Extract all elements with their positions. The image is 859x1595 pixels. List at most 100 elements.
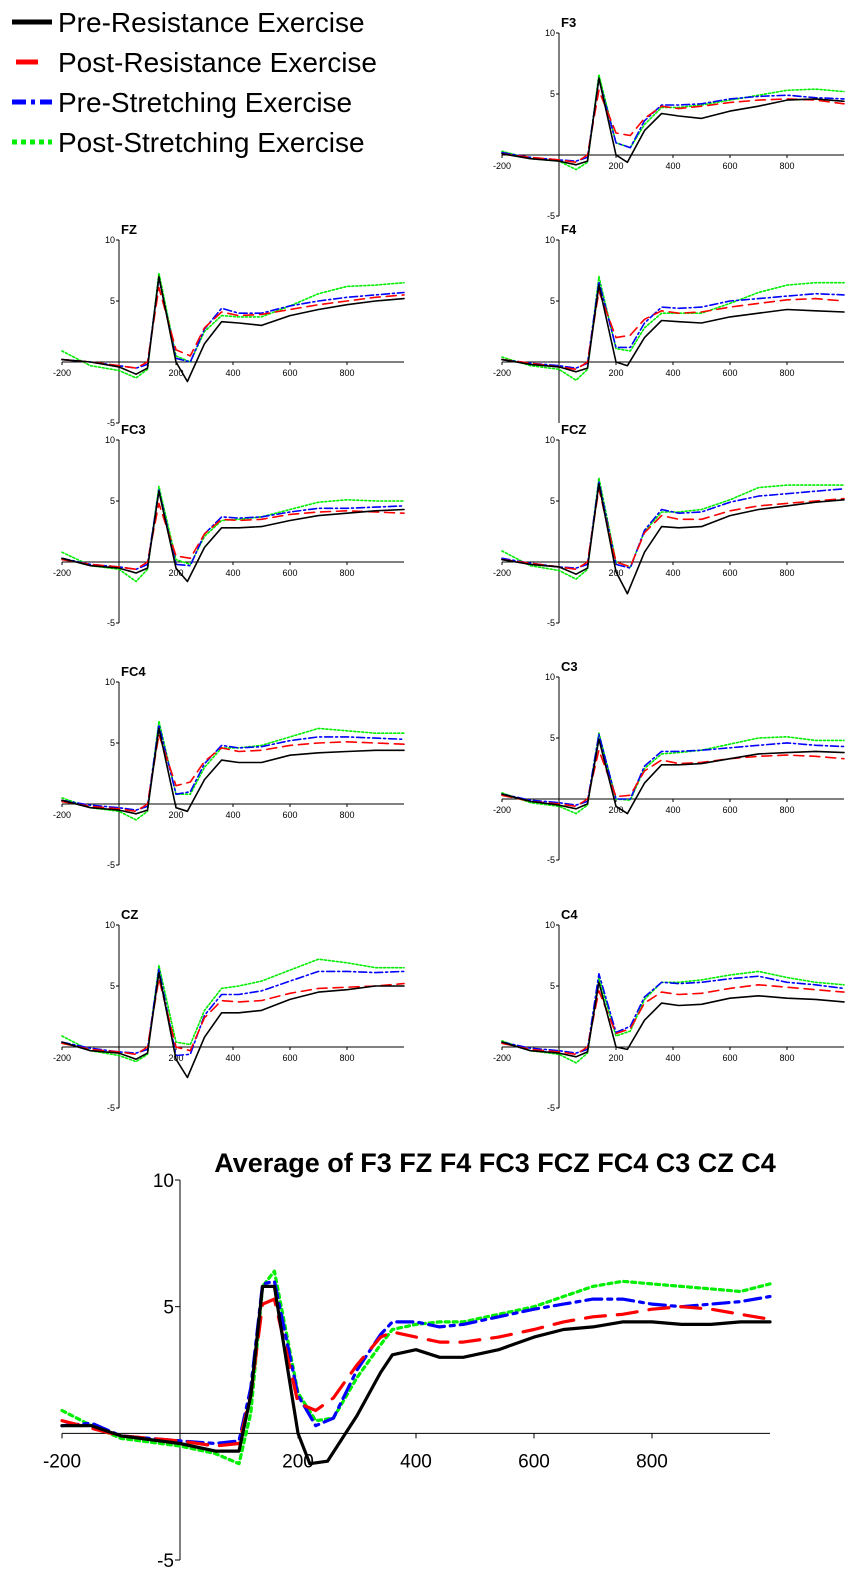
y-tick-label: 10 xyxy=(545,435,555,445)
x-tick-label: 600 xyxy=(722,161,737,171)
series-line-0 xyxy=(61,275,405,383)
legend-label: Post-Stretching Exercise xyxy=(58,127,365,158)
y-tick-label: -5 xyxy=(547,1103,555,1113)
x-tick-label: 400 xyxy=(225,368,240,378)
legend: Pre-Resistance Exercise Post-Resistance E… xyxy=(12,7,377,158)
series-line-3 xyxy=(61,272,405,379)
y-tick-label: 10 xyxy=(545,28,555,38)
x-tick-label: 800 xyxy=(779,1053,794,1063)
y-tick-label: 10 xyxy=(105,677,115,687)
y-tick-label: 5 xyxy=(550,296,555,306)
x-tick-label: -200 xyxy=(493,161,511,171)
panel-title: FC4 xyxy=(121,664,146,679)
series-line-2 xyxy=(501,480,845,569)
series-line-0 xyxy=(61,971,405,1079)
x-tick-label: 200 xyxy=(608,161,623,171)
x-tick-label: 800 xyxy=(779,568,794,578)
y-tick-label: 5 xyxy=(163,1298,174,1319)
panel-title: F4 xyxy=(561,222,577,237)
x-tick-label: -200 xyxy=(53,810,71,820)
panel-title: FC3 xyxy=(121,422,146,437)
x-tick-label: 600 xyxy=(722,368,737,378)
y-tick-label: 5 xyxy=(110,296,115,306)
y-tick-label: 10 xyxy=(545,920,555,930)
y-tick-label: 5 xyxy=(550,89,555,99)
series-line-3 xyxy=(501,732,845,815)
legend-label: Pre-Stretching Exercise xyxy=(58,87,352,118)
y-tick-label: -5 xyxy=(107,1103,115,1113)
panel-title: CZ xyxy=(121,907,138,922)
series-line-1 xyxy=(501,290,845,371)
series-line-1 xyxy=(61,977,405,1056)
series-line-2 xyxy=(501,280,845,369)
series-line-0 xyxy=(501,284,845,373)
series-line-3 xyxy=(501,275,845,382)
erp-panel-f3: -200 200 400 600 800 10 5 -5 F3 xyxy=(493,15,845,221)
y-tick-label: -5 xyxy=(107,618,115,628)
series-line-2 xyxy=(501,733,845,806)
x-tick-label: -200 xyxy=(53,568,71,578)
panel-title: Average of F3 FZ F4 FC3 FCZ FC4 C3 CZ C4 xyxy=(214,1148,776,1178)
panel-title: F3 xyxy=(561,15,576,30)
x-tick-label: 800 xyxy=(339,368,354,378)
series-line-3 xyxy=(60,1269,772,1466)
y-tick-label: 10 xyxy=(105,920,115,930)
series-line-3 xyxy=(501,970,845,1064)
x-tick-label: 600 xyxy=(282,1053,297,1063)
x-tick-label: 600 xyxy=(282,368,297,378)
legend-item: Post-Stretching Exercise xyxy=(12,127,365,158)
series-line-2 xyxy=(60,1279,772,1446)
x-tick-label: 800 xyxy=(636,1451,668,1472)
y-tick-label: 10 xyxy=(105,435,115,445)
x-tick-label: 400 xyxy=(225,568,240,578)
x-tick-label: 400 xyxy=(225,810,240,820)
x-tick-label: 800 xyxy=(339,568,354,578)
series-line-1 xyxy=(61,502,405,571)
x-tick-label: 800 xyxy=(779,161,794,171)
y-tick-label: -5 xyxy=(547,855,555,865)
y-tick-label: 5 xyxy=(110,981,115,991)
series-line-1 xyxy=(60,1297,772,1448)
series-line-1 xyxy=(501,89,845,164)
y-tick-label: -5 xyxy=(157,1551,174,1572)
x-tick-label: 800 xyxy=(779,805,794,815)
x-tick-label: 600 xyxy=(282,568,297,578)
series-line-1 xyxy=(501,749,845,808)
x-tick-label: 400 xyxy=(665,368,680,378)
series-line-0 xyxy=(60,1284,772,1466)
y-tick-label: 5 xyxy=(550,981,555,991)
x-tick-label: -200 xyxy=(493,1053,511,1063)
legend-item: Pre-Resistance Exercise xyxy=(12,7,365,38)
legend-item: Pre-Stretching Exercise xyxy=(12,87,352,118)
x-tick-label: 600 xyxy=(722,568,737,578)
y-tick-label: 5 xyxy=(550,733,555,743)
series-line-3 xyxy=(61,720,405,821)
series-line-0 xyxy=(501,981,845,1058)
x-tick-label: 400 xyxy=(665,568,680,578)
y-tick-label: 10 xyxy=(153,1171,174,1192)
x-tick-label: 400 xyxy=(665,161,680,171)
x-tick-label: 200 xyxy=(608,1053,623,1063)
series-line-0 xyxy=(501,77,845,166)
y-tick-label: 10 xyxy=(545,235,555,245)
series-line-0 xyxy=(501,738,845,815)
y-tick-label: 10 xyxy=(545,672,555,682)
panel-title: FZ xyxy=(121,222,137,237)
panel-title: C3 xyxy=(561,659,578,674)
x-tick-label: -200 xyxy=(493,568,511,578)
x-tick-label: 400 xyxy=(665,1053,680,1063)
y-tick-label: 5 xyxy=(110,496,115,506)
series-line-0 xyxy=(61,727,405,815)
y-tick-label: -5 xyxy=(547,211,555,221)
erp-panel-fc3: -200 200 400 600 800 10 5 -5 FC3 xyxy=(53,422,405,628)
x-tick-label: -200 xyxy=(43,1451,81,1472)
x-tick-label: 600 xyxy=(722,1053,737,1063)
x-tick-label: 200 xyxy=(168,810,183,820)
x-tick-label: 200 xyxy=(168,368,183,378)
y-tick-label: -5 xyxy=(547,618,555,628)
x-tick-label: 800 xyxy=(779,368,794,378)
